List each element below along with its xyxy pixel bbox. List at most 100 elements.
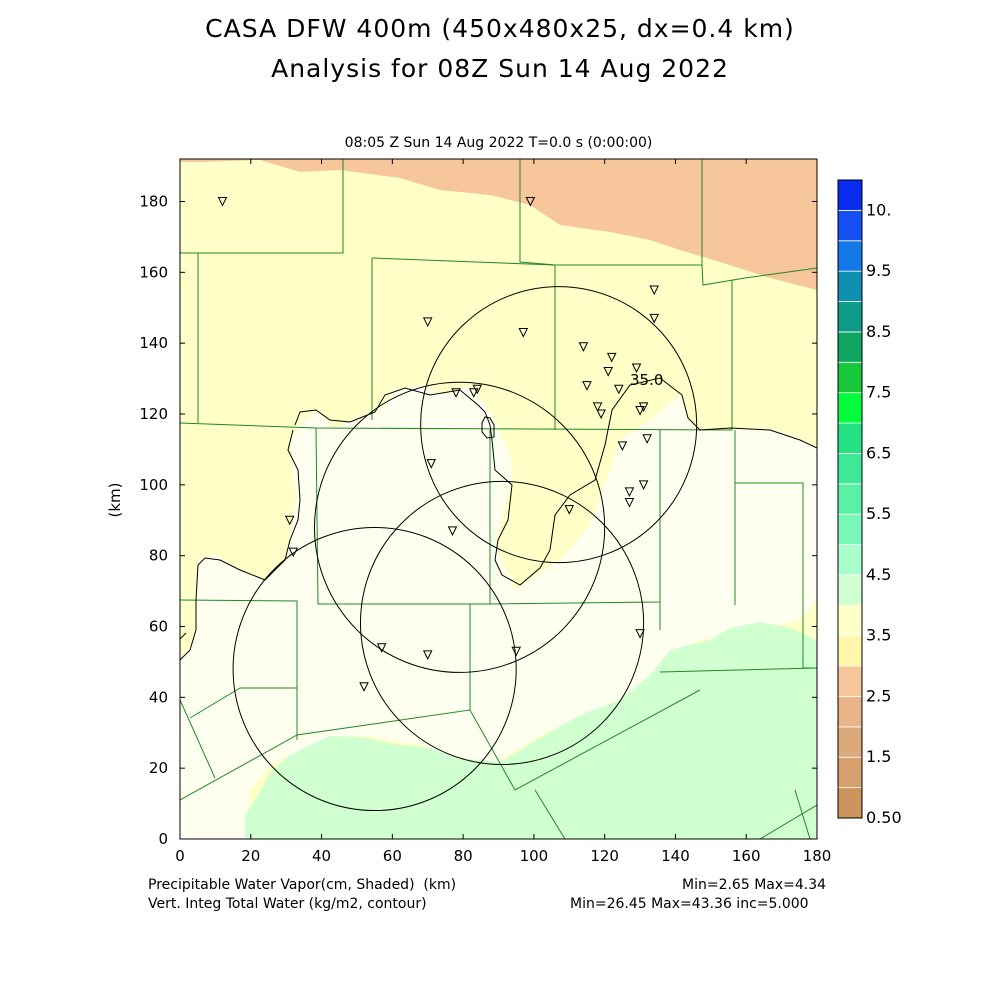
colorbar-label: 2.5 [866,686,891,705]
colorbar-swatch [837,513,863,545]
colorbar-swatch [837,422,863,454]
footer-contour-label: Vert. Integ Total Water (kg/m2, contour) [148,896,427,912]
x-tick-label: 140 [661,847,690,865]
x-tick-label: 100 [520,847,549,865]
colorbar-swatch [837,209,863,242]
colorbar-label: 0.50 [866,808,902,827]
station-marker [468,388,479,398]
colorbar-label: 8.5 [866,322,891,341]
y-tick-label: 20 [149,759,168,777]
x-tick-label: 180 [803,847,832,865]
station-marker [649,285,660,296]
x-axis: 0 20 40 60 80 100 120 140 160 180 [175,159,831,865]
x-tick-label: 80 [454,847,473,865]
colorbar-swatch [837,787,863,819]
colorbar-swatch [837,270,863,302]
station-marker [624,498,635,508]
station-marker [631,363,642,374]
radar-range-circle [420,286,698,564]
x-tick-label: 20 [241,847,260,865]
colorbar-swatch [837,574,863,606]
y-tick-label: 160 [139,263,168,281]
station-marker [518,328,529,338]
station-marker [525,197,536,207]
station-marker [422,650,433,660]
y-axis: 0 20 40 60 80 100 120 140 160 180 [139,193,817,848]
colorbar-label: 5.5 [866,504,891,523]
contour-label: 35.0 [630,371,663,389]
y-tick-label: 60 [149,618,168,636]
station-marker [635,629,645,639]
station-marker [617,441,628,451]
station-marker [288,547,299,558]
footer-contour-range: Min=26.45 Max=43.36 inc=5.000 [570,896,809,912]
colorbar-label: 4.5 [866,565,891,584]
station-marker [217,197,228,207]
station-marker [582,381,592,391]
y-tick-label: 0 [158,830,168,848]
colorbar-swatch [837,696,863,728]
colorbar-swatch [837,361,863,394]
y-tick-label: 120 [139,405,168,423]
x-tick-label: 60 [383,847,402,865]
shaded-field [180,159,817,839]
colorbar-swatch [837,331,863,363]
station-marker [624,487,635,498]
colorbar-frame [837,179,863,819]
station-marker [638,480,649,490]
station-marker [422,317,433,328]
y-axis-label: (km) [106,482,124,517]
station-marker [511,646,522,657]
station-marker [376,643,387,653]
station-marker [578,342,589,352]
x-tick-label: 120 [590,847,619,865]
station-marker [642,434,652,444]
radar-range-circle [313,381,606,673]
y-tick-label: 40 [149,688,168,706]
station-marker [284,515,295,526]
colorbar-swatch [837,179,863,211]
y-tick-label: 80 [149,547,168,565]
station-markers [217,197,660,692]
station-marker [564,505,575,515]
colorbar-swatch [837,453,863,485]
colorbar-label: 1.5 [866,747,891,766]
chart-title: CASA DFW 400m (450x480x25, dx=0.4 km) [205,14,795,43]
x-tick-label: 0 [175,847,185,865]
colorbar-swatch [837,240,863,272]
station-marker [447,526,458,536]
contour-35 [180,377,817,661]
footer-shaded-range: Min=2.65 Max=4.34 [682,877,827,893]
station-marker [603,367,614,377]
colorbar-swatch [837,604,863,637]
station-marker [649,313,660,324]
plot-frame [179,158,818,840]
y-tick-label: 100 [139,476,168,494]
colorbar-label: 6.5 [866,443,891,462]
colorbar-label: 10. [866,200,891,219]
footer-shaded-label: Precipitable Water Vapor(cm, Shaded) (km… [148,877,457,893]
station-marker [451,388,461,398]
colorbar-label: 7.5 [866,383,891,402]
station-marker [635,405,645,416]
x-tick-label: 40 [312,847,331,865]
radar-range-circle [232,526,517,812]
y-tick-label: 140 [139,334,168,352]
colorbar-swatch [837,544,863,576]
radar-range-circle [359,480,645,766]
colorbar-swatch [837,665,863,697]
radar-range-rings [232,286,698,812]
station-marker [606,352,617,363]
colorbar-swatch [837,726,863,758]
colorbar-swatch [837,392,863,424]
station-marker [426,459,437,469]
colorbar: 0.50 1.5 2.5 3.5 4.5 5.5 6.5 7.5 8.5 9.5 10. [837,179,902,827]
valid-time-label: 08:05 Z Sun 14 Aug 2022 T=0.0 s (0:00:00… [344,135,653,151]
station-marker [596,409,606,420]
colorbar-swatch [837,483,863,515]
station-marker [614,384,624,395]
colorbar-swatch [837,756,863,789]
colorbar-label: 9.5 [866,261,891,280]
y-tick-label: 180 [139,193,168,211]
